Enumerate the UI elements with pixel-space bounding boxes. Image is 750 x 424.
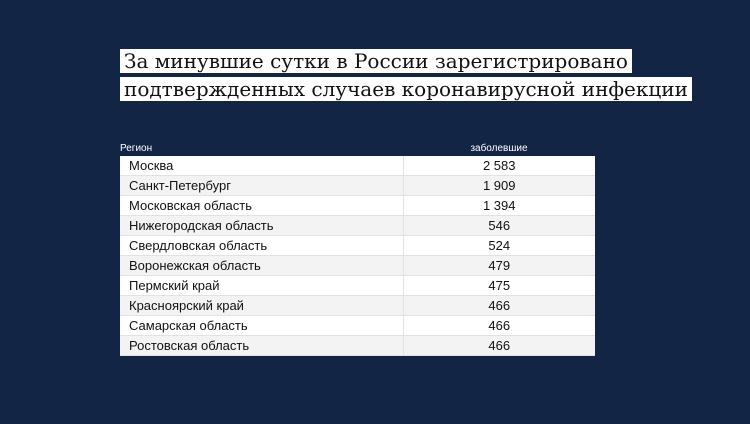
table-row: Красноярский край 466 bbox=[120, 295, 595, 316]
headline: За минувшие сутки в России зарегистриров… bbox=[120, 47, 692, 103]
cases-cell: 475 bbox=[402, 275, 595, 296]
table-row: Нижегородская область 546 bbox=[120, 215, 595, 236]
table-row: Московская область 1 394 bbox=[120, 195, 595, 216]
region-cell: Свердловская область bbox=[120, 235, 403, 256]
region-cell: Нижегородская область bbox=[120, 215, 403, 236]
cases-cell: 1 909 bbox=[402, 175, 595, 196]
header-cases: заболевшие bbox=[470, 143, 528, 154]
table-row: Ростовская область 466 bbox=[120, 335, 595, 356]
region-cell: Москва bbox=[120, 156, 403, 176]
headline-line-1: За минувшие сутки в России зарегистриров… bbox=[120, 49, 632, 73]
table-row: Воронежская область 479 bbox=[120, 255, 595, 276]
cases-cell: 546 bbox=[402, 215, 595, 236]
region-cell: Самарская область bbox=[120, 315, 403, 336]
cases-cell: 479 bbox=[402, 255, 595, 276]
region-cell: Пермский край bbox=[120, 275, 403, 296]
table-row: Пермский край 475 bbox=[120, 275, 595, 296]
region-cell: Санкт-Петербург bbox=[120, 175, 403, 196]
table-row: Москва 2 583 bbox=[120, 156, 595, 176]
table-row: Самарская область 466 bbox=[120, 315, 595, 336]
cases-cell: 466 bbox=[402, 295, 595, 316]
cases-table: Регион заболевшие Москва 2 583 Санкт-Пет… bbox=[120, 141, 595, 356]
table-row: Свердловская область 524 bbox=[120, 235, 595, 256]
cases-cell: 466 bbox=[402, 335, 595, 356]
cases-table-container: Регион заболевшие Москва 2 583 Санкт-Пет… bbox=[120, 141, 595, 356]
header-row: Регион заболевшие bbox=[120, 141, 595, 156]
headline-line-2: подтвержденных случаев коронавирусной ин… bbox=[120, 77, 692, 101]
region-cell: Воронежская область bbox=[120, 255, 403, 276]
cases-cell: 2 583 bbox=[402, 156, 595, 176]
region-cell: Ростовская область bbox=[120, 335, 403, 356]
cases-cell: 524 bbox=[402, 235, 595, 256]
cases-cell: 466 bbox=[402, 315, 595, 336]
cases-cell: 1 394 bbox=[402, 195, 595, 216]
region-cell: Московская область bbox=[120, 195, 403, 216]
table-body: Москва 2 583 Санкт-Петербург 1 909 Моско… bbox=[120, 156, 595, 356]
table-header: Регион заболевшие bbox=[120, 141, 595, 156]
table-row: Санкт-Петербург 1 909 bbox=[120, 175, 595, 196]
region-cell: Красноярский край bbox=[120, 295, 403, 316]
header-region: Регион bbox=[120, 143, 153, 154]
